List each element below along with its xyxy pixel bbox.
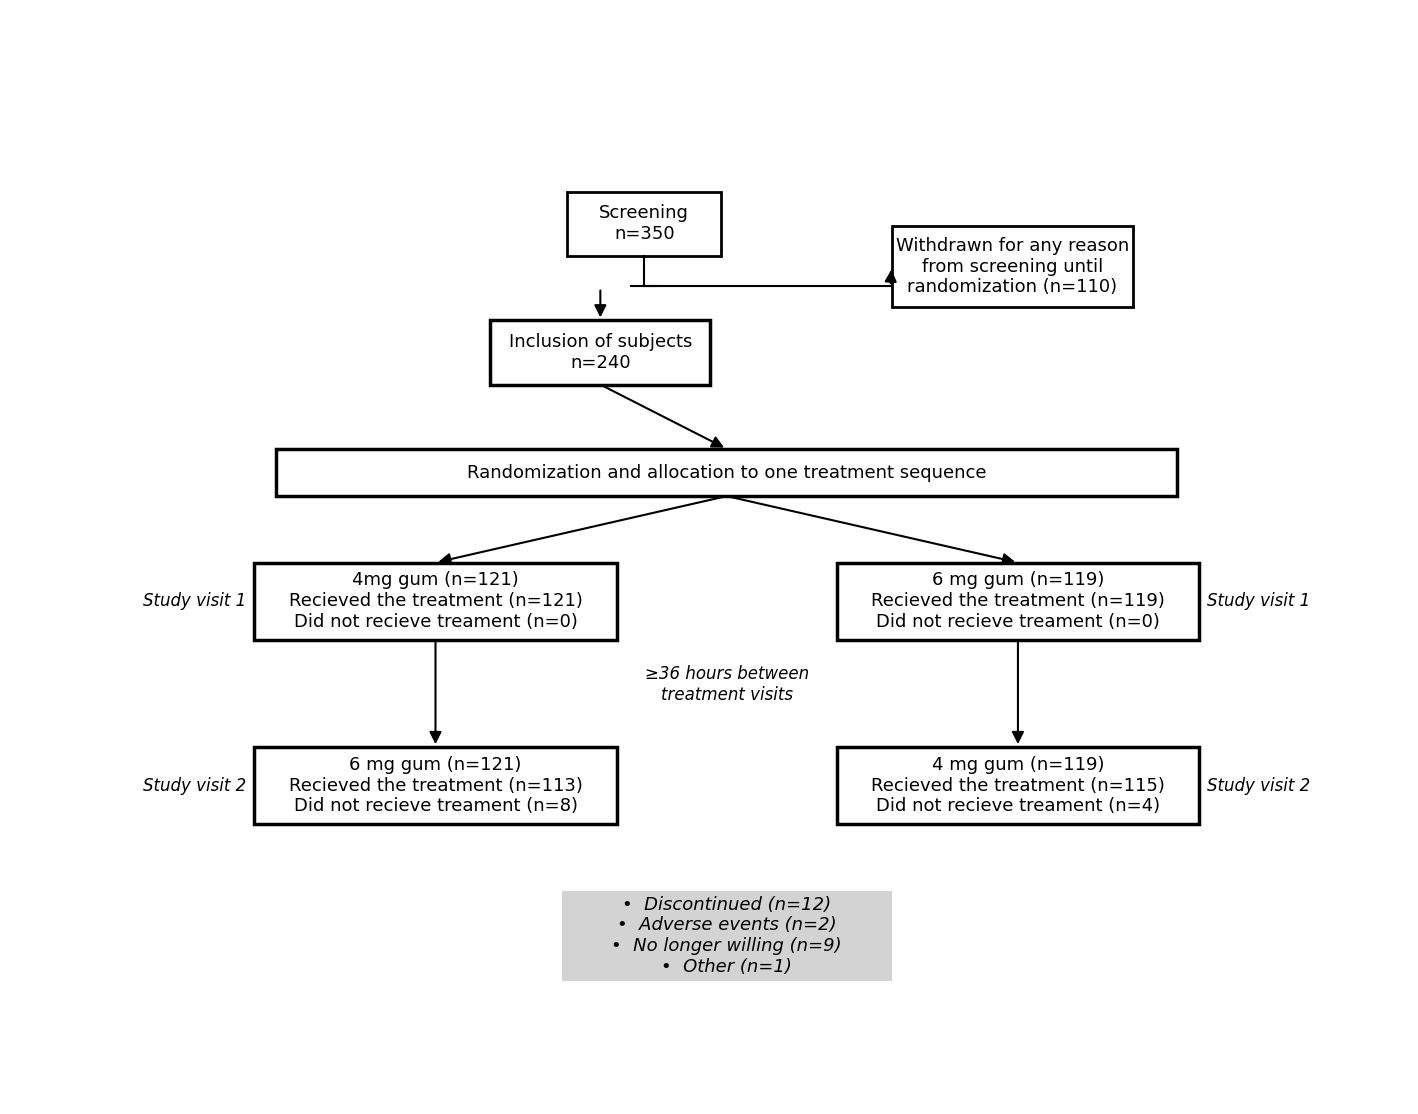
Bar [491, 320, 710, 384]
Text: ≥36 hours between
treatment visits: ≥36 hours between treatment visits [645, 665, 808, 704]
Text: •  Discontinued (n=12)
•  Adverse events (n=2)
•  No longer willing (n=9)
•  Oth: • Discontinued (n=12) • Adverse events (… [611, 896, 842, 976]
Bar [277, 449, 1177, 496]
Text: Study visit 2: Study visit 2 [1207, 776, 1310, 794]
Text: Study visit 1: Study visit 1 [1207, 593, 1310, 610]
Text: Study visit 1: Study visit 1 [143, 593, 247, 610]
Bar [562, 891, 892, 980]
Text: 6 mg gum (n=121)
Recieved the treatment (n=113)
Did not recieve treament (n=8): 6 mg gum (n=121) Recieved the treatment … [289, 755, 583, 815]
Text: 4 mg gum (n=119)
Recieved the treatment (n=115)
Did not recieve treament (n=4): 4 mg gum (n=119) Recieved the treatment … [871, 755, 1164, 815]
Text: 6 mg gum (n=119)
Recieved the treatment (n=119)
Did not recieve treament (n=0): 6 mg gum (n=119) Recieved the treatment … [871, 571, 1164, 631]
Bar [837, 563, 1200, 639]
Text: Withdrawn for any reason
from screening until
randomization (n=110): Withdrawn for any reason from screening … [896, 237, 1129, 296]
Text: Screening
n=350: Screening n=350 [600, 204, 689, 243]
Text: Randomization and allocation to one treatment sequence: Randomization and allocation to one trea… [467, 463, 987, 481]
Bar [254, 747, 617, 824]
Text: Inclusion of subjects
n=240: Inclusion of subjects n=240 [509, 333, 692, 372]
Bar [567, 192, 722, 256]
Bar [837, 747, 1200, 824]
Text: Study visit 2: Study visit 2 [143, 776, 247, 794]
Bar [892, 226, 1133, 307]
Text: 4mg gum (n=121)
Recieved the treatment (n=121)
Did not recieve treament (n=0): 4mg gum (n=121) Recieved the treatment (… [289, 571, 583, 631]
Bar [254, 563, 617, 639]
